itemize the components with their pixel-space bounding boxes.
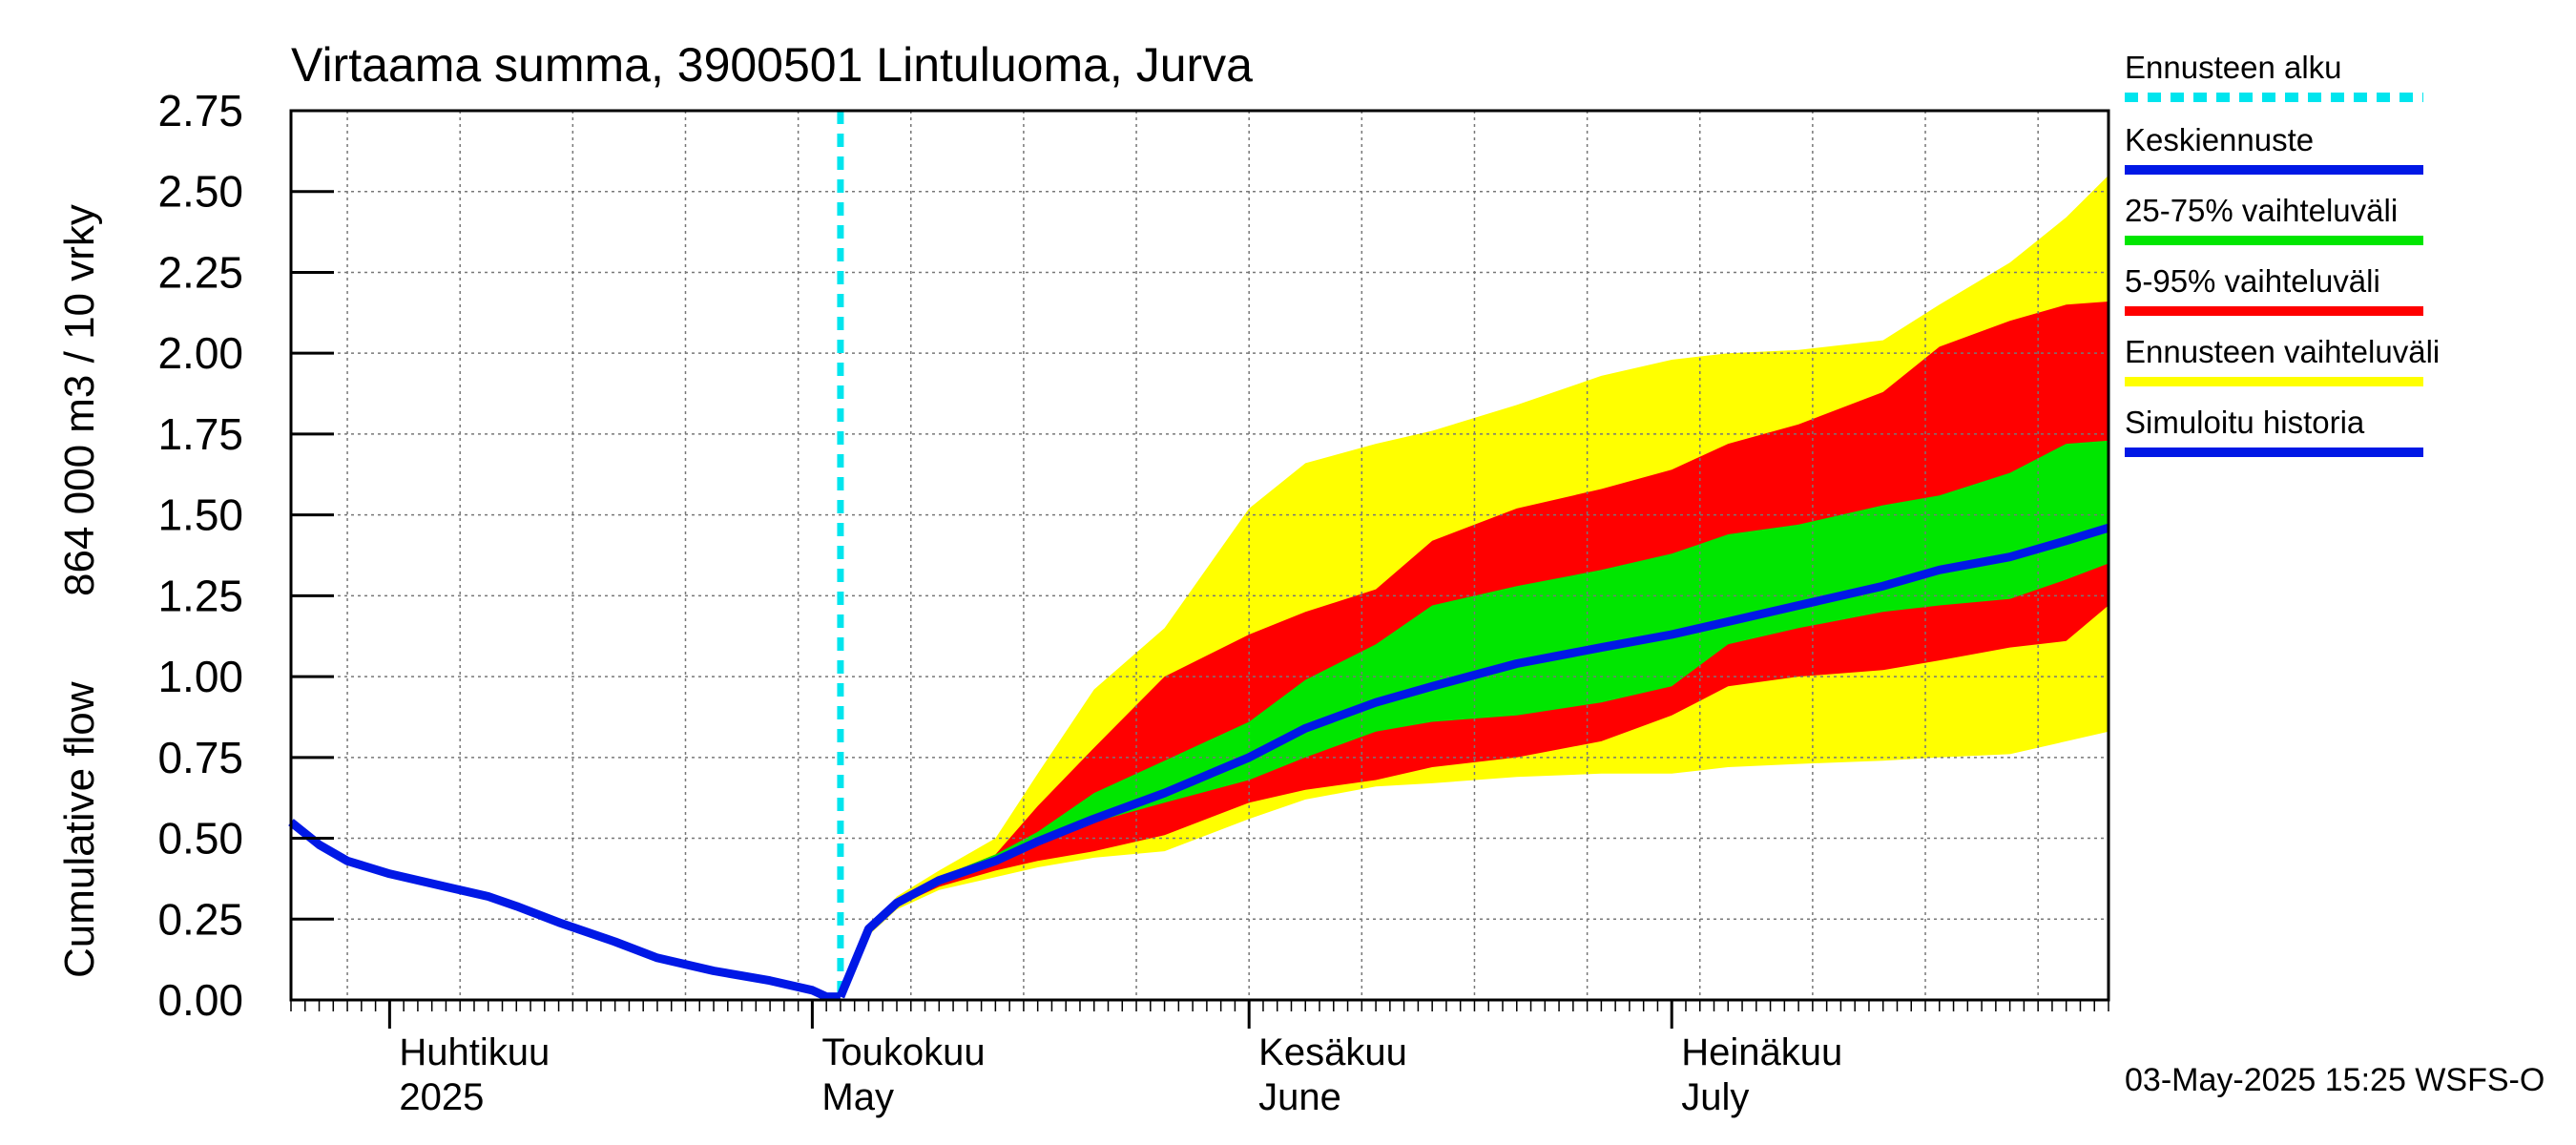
chart-title: Virtaama summa, 3900501 Lintuluoma, Jurv… [291, 38, 1253, 92]
y-tick-label: 1.00 [157, 652, 243, 701]
y-tick-label: 1.75 [157, 409, 243, 459]
y-axis: 0.00 0.25 0.50 0.75 1.00 1.25 1.50 1.75 2.00 2.25… [157, 86, 334, 1025]
y-tick-label: 1.25 [157, 571, 243, 620]
legend-label: Keskiennuste [2125, 122, 2314, 157]
simulated-history-line [288, 819, 841, 1002]
y-tick-label: 2.50 [157, 167, 243, 217]
x-month-sublabel: 2025 [399, 1076, 484, 1118]
x-month-label: Heinäkuu [1681, 1031, 1842, 1073]
y-tick-label: 1.50 [157, 490, 243, 540]
x-month-label: Toukokuu [821, 1031, 985, 1073]
legend-label: 5-95% vaihteluväli [2125, 263, 2380, 299]
y-tick-label: 0.00 [157, 975, 243, 1025]
grid [291, 110, 2109, 1001]
lines [288, 111, 2110, 1002]
legend-label: Ennusteen alku [2125, 50, 2342, 85]
y-axis-label-right: 864 000 m3 / 10 vrky [56, 204, 103, 596]
y-tick-label: 2.75 [157, 86, 243, 135]
y-tick-label: 2.00 [157, 328, 243, 378]
plot-frame [289, 109, 2110, 1002]
x-month-sublabel: May [821, 1076, 894, 1118]
x-month-label: Kesäkuu [1258, 1031, 1407, 1073]
legend: Ennusteen alku Keskiennuste 25-75% vaihtel… [2125, 50, 2440, 457]
y-axis-label-left: Cumulative flow [56, 681, 103, 978]
y-tick-label: 0.50 [157, 814, 243, 864]
legend-label: Simuloitu historia [2125, 405, 2365, 440]
mean-forecast-line [836, 523, 2110, 999]
legend-label: 25-75% vaihteluväli [2125, 193, 2398, 228]
x-month-sublabel: July [1681, 1076, 1749, 1118]
x-month-sublabel: June [1258, 1076, 1341, 1118]
x-month-label: Huhtikuu [399, 1031, 550, 1073]
y-tick-label: 0.25 [157, 894, 243, 944]
y-tick-label: 0.75 [157, 733, 243, 782]
y-tick-label: 2.25 [157, 247, 243, 297]
footer-timestamp: 03-May-2025 15:25 WSFS-O [2125, 1062, 2545, 1098]
legend-label: Ennusteen vaihteluväli [2125, 334, 2440, 369]
